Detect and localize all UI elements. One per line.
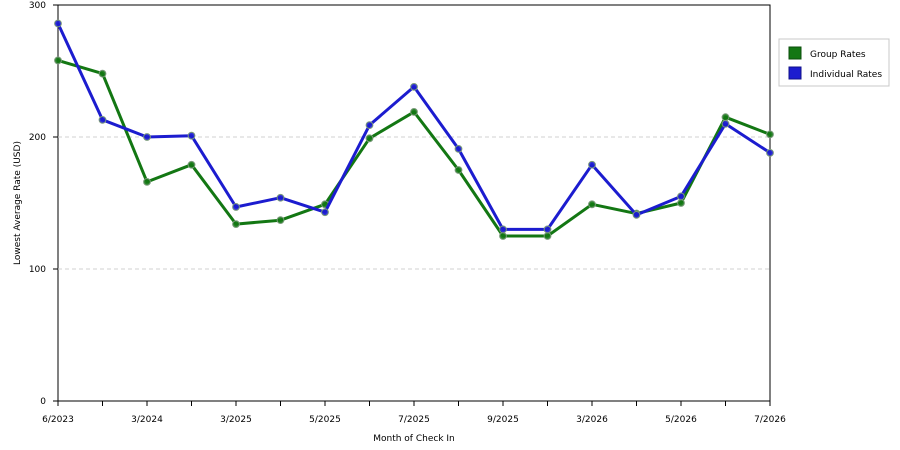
data-point-individual-rates-14 — [677, 192, 685, 201]
legend-label-individual-rates: Individual Rates — [810, 70, 882, 80]
plot-area — [57, 4, 771, 402]
data-point-group-rates-15 — [721, 113, 730, 122]
x-tick-label-14: 5/2026 — [665, 415, 697, 425]
legend-swatch-individual-rates — [788, 66, 802, 80]
data-point-group-rates-7 — [365, 134, 374, 143]
data-point-individual-rates-1 — [98, 115, 107, 124]
legend-label-group-rates: Group Rates — [810, 50, 866, 60]
data-point-group-rates-1 — [98, 69, 107, 78]
data-point-group-rates-16 — [766, 130, 774, 139]
x-tick-label-16: 7/2026 — [754, 415, 786, 425]
data-point-individual-rates-4 — [232, 203, 240, 211]
data-point-individual-rates-13 — [632, 210, 641, 219]
x-tick-label-12: 3/2026 — [576, 415, 608, 425]
data-point-individual-rates-6 — [321, 208, 329, 217]
data-point-individual-rates-5 — [276, 193, 285, 202]
x-tick-label-8: 7/2025 — [398, 415, 430, 425]
x-tick-label-0: 6/2023 — [42, 415, 74, 425]
series-group — [54, 19, 774, 240]
y-tick-label-0: 0 — [40, 397, 46, 407]
y-axis-title: Lowest Average Rate (USD) — [13, 141, 23, 265]
data-point-individual-rates-2 — [143, 133, 151, 141]
data-point-group-rates-8 — [410, 108, 418, 116]
data-point-individual-rates-9 — [454, 144, 463, 153]
data-point-group-rates-5 — [276, 216, 285, 225]
y-axis: 0 100 200 300 — [29, 1, 58, 407]
data-point-group-rates-0 — [54, 56, 62, 65]
x-tick-label-10: 9/2025 — [487, 415, 519, 425]
x-tick-label-2: 3/2024 — [131, 415, 163, 425]
data-point-individual-rates-0 — [54, 19, 62, 28]
data-point-group-rates-9 — [454, 166, 463, 174]
x-axis-title: Month of Check In — [373, 434, 455, 444]
x-tick-label-4: 3/2025 — [220, 415, 252, 425]
y-tick-label-200: 200 — [29, 133, 46, 143]
legend: Group Rates Individual Rates — [778, 38, 890, 87]
data-point-group-rates-11 — [543, 232, 552, 240]
data-point-group-rates-3 — [187, 160, 196, 169]
data-point-group-rates-2 — [143, 177, 151, 186]
data-point-individual-rates-15 — [721, 119, 730, 128]
data-point-individual-rates-11 — [543, 225, 552, 234]
data-point-individual-rates-16 — [766, 148, 774, 157]
x-axis: 6/2023 3/2024 3/2025 5/2025 7/2025 9/2025 3/20… — [42, 401, 786, 425]
data-point-group-rates-10 — [499, 232, 507, 240]
data-point-individual-rates-8 — [410, 82, 418, 91]
data-point-individual-rates-3 — [187, 131, 196, 140]
legend-swatch-group-rates — [788, 46, 802, 60]
data-point-group-rates-4 — [232, 220, 240, 229]
y-tick-label-300: 300 — [29, 1, 46, 11]
data-point-individual-rates-10 — [499, 225, 507, 234]
data-point-group-rates-12 — [588, 200, 596, 209]
data-point-individual-rates-7 — [365, 121, 374, 130]
data-point-group-rates-14 — [677, 199, 685, 207]
x-tick-label-6: 5/2025 — [309, 415, 341, 425]
y-tick-label-100: 100 — [29, 265, 46, 275]
data-point-individual-rates-12 — [588, 160, 596, 169]
